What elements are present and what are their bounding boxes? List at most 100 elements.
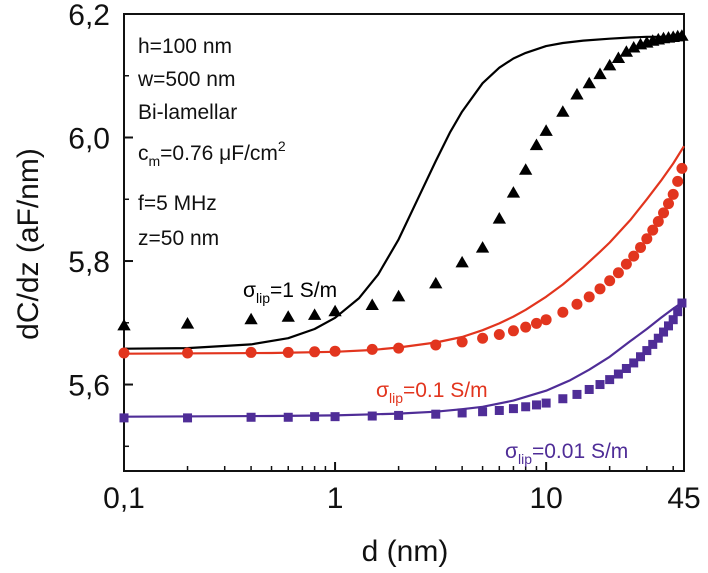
x-tick-label: 10 bbox=[529, 482, 562, 515]
data-point-3 bbox=[621, 363, 631, 373]
series-label-2-sub: lip bbox=[389, 390, 403, 406]
data-point-1 bbox=[492, 212, 506, 224]
data-point-2 bbox=[672, 175, 684, 187]
data-point-1 bbox=[392, 289, 406, 302]
data-point-3 bbox=[648, 339, 658, 349]
param-h: h=100 nm bbox=[138, 35, 232, 58]
param-cm: cm=0.76 μF/cm2 bbox=[138, 138, 286, 169]
data-point-3 bbox=[668, 315, 678, 325]
data-point-2 bbox=[309, 346, 321, 358]
data-point-3 bbox=[494, 405, 504, 415]
data-point-1 bbox=[556, 105, 570, 117]
data-point-2 bbox=[583, 291, 595, 303]
data-point-2 bbox=[282, 346, 294, 358]
param-cm-sub: m bbox=[149, 153, 161, 169]
x-tick-label: 1 bbox=[327, 482, 344, 515]
data-point-2 bbox=[507, 325, 519, 337]
data-point-2 bbox=[366, 343, 378, 355]
x-tick-label: 45 bbox=[667, 482, 700, 515]
series-label-2-value: =0.1 S/m bbox=[403, 379, 488, 402]
param-cm-prefix: c bbox=[138, 142, 149, 165]
data-point-1 bbox=[429, 276, 443, 289]
data-point-2 bbox=[182, 347, 194, 359]
data-point-3 bbox=[677, 298, 687, 308]
data-point-2 bbox=[329, 345, 341, 357]
data-point-1 bbox=[180, 317, 195, 329]
data-point-2 bbox=[635, 241, 647, 253]
data-point-3 bbox=[394, 410, 404, 420]
data-point-3 bbox=[283, 412, 293, 422]
series-layer bbox=[117, 29, 689, 423]
series-label-1-value: =1 S/m bbox=[270, 279, 337, 302]
data-point-1 bbox=[365, 298, 379, 310]
data-point-2 bbox=[118, 347, 130, 359]
data-point-3 bbox=[183, 413, 193, 423]
data-point-3 bbox=[659, 327, 669, 337]
data-point-2 bbox=[663, 198, 675, 210]
y-axis-ticks: 5,6 5,8 6,0 6,2 bbox=[68, 0, 133, 448]
data-point-3 bbox=[508, 404, 518, 414]
data-point-3 bbox=[531, 400, 541, 410]
data-point-3 bbox=[457, 408, 467, 418]
x-axis-title: d (nm) bbox=[362, 535, 449, 568]
data-point-1 bbox=[611, 51, 626, 63]
data-point-1 bbox=[627, 41, 641, 53]
data-point-3 bbox=[330, 412, 340, 422]
data-point-1 bbox=[475, 241, 490, 253]
model-curve-1 bbox=[123, 35, 685, 350]
data-point-2 bbox=[604, 275, 616, 287]
data-point-3 bbox=[521, 402, 531, 412]
series-label-3: σlip=0.01 S/m bbox=[505, 440, 628, 467]
data-point-1 bbox=[539, 124, 553, 136]
parameter-annotations: h=100 nm w=500 nm Bi-lamellar cm=0.76 μF… bbox=[137, 35, 286, 250]
data-point-2 bbox=[571, 298, 583, 310]
data-point-1 bbox=[619, 45, 633, 57]
data-point-1 bbox=[308, 308, 322, 320]
data-point-1 bbox=[529, 138, 544, 151]
data-point-1 bbox=[519, 163, 533, 175]
data-point-3 bbox=[558, 394, 568, 404]
data-point-3 bbox=[367, 411, 377, 421]
data-point-2 bbox=[676, 162, 688, 174]
x-axis-ticks: 0,1 1 10 45 bbox=[103, 462, 701, 515]
data-point-2 bbox=[393, 342, 405, 354]
data-point-1 bbox=[117, 318, 131, 331]
data-point-2 bbox=[493, 329, 505, 341]
series-label-2-prefix: σ bbox=[376, 379, 389, 402]
x-tick-label: 0,1 bbox=[103, 482, 145, 515]
param-w: w=500 nm bbox=[137, 68, 235, 91]
data-point-2 bbox=[530, 317, 542, 329]
param-cm-sup: 2 bbox=[278, 138, 286, 154]
data-point-2 bbox=[520, 321, 532, 333]
data-point-3 bbox=[642, 346, 652, 356]
data-point-3 bbox=[613, 369, 623, 379]
plot-frame bbox=[123, 13, 685, 472]
data-point-2 bbox=[430, 339, 442, 351]
data-point-3 bbox=[584, 384, 594, 394]
data-point-3 bbox=[246, 412, 256, 422]
y-tick-label: 5,6 bbox=[68, 370, 110, 403]
data-point-1 bbox=[328, 304, 342, 317]
data-point-2 bbox=[456, 336, 468, 348]
data-point-2 bbox=[667, 188, 679, 200]
data-point-3 bbox=[636, 352, 646, 362]
series-label-1-prefix: σ bbox=[243, 279, 256, 302]
data-point-1 bbox=[281, 310, 295, 322]
data-point-3 bbox=[478, 407, 488, 417]
data-point-2 bbox=[557, 306, 569, 318]
data-point-2 bbox=[647, 224, 659, 236]
data-point-3 bbox=[119, 413, 129, 423]
data-point-3 bbox=[673, 307, 683, 317]
data-point-1 bbox=[675, 29, 689, 41]
data-point-2 bbox=[652, 216, 664, 228]
series-label-2: σlip=0.1 S/m bbox=[376, 379, 488, 406]
data-point-3 bbox=[595, 380, 605, 390]
y-axis-title: dC/dz (aF/nm) bbox=[12, 148, 45, 340]
data-point-3 bbox=[629, 358, 639, 368]
model-curve-3 bbox=[123, 300, 685, 418]
series-label-1-sub: lip bbox=[256, 290, 270, 306]
data-point-2 bbox=[628, 250, 640, 262]
data-point-1 bbox=[603, 58, 617, 71]
y-tick-label: 6,2 bbox=[68, 0, 110, 32]
data-point-1 bbox=[244, 312, 258, 325]
